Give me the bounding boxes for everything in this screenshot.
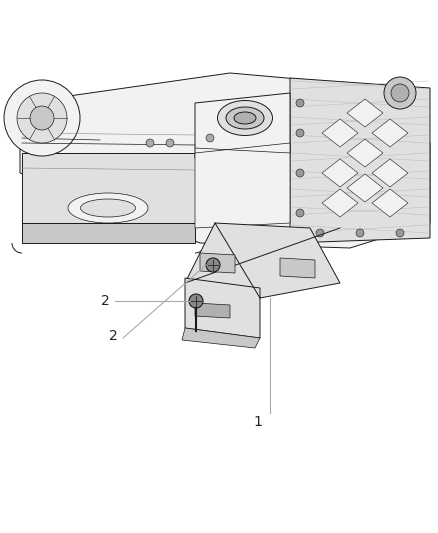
Polygon shape — [280, 258, 315, 278]
Polygon shape — [195, 303, 230, 318]
Ellipse shape — [234, 112, 256, 124]
Circle shape — [17, 93, 67, 143]
Ellipse shape — [81, 199, 135, 217]
Polygon shape — [200, 253, 235, 273]
Polygon shape — [22, 153, 195, 223]
Circle shape — [396, 229, 404, 237]
Circle shape — [206, 258, 220, 272]
Polygon shape — [347, 174, 383, 202]
Circle shape — [206, 134, 214, 142]
Ellipse shape — [218, 101, 272, 135]
Text: 2: 2 — [101, 294, 110, 308]
Circle shape — [189, 294, 203, 308]
Text: 2: 2 — [109, 329, 118, 343]
Ellipse shape — [68, 193, 148, 223]
Polygon shape — [182, 328, 260, 348]
Polygon shape — [372, 119, 408, 147]
Polygon shape — [185, 223, 340, 298]
Circle shape — [391, 84, 409, 102]
Text: 1: 1 — [253, 415, 262, 429]
Polygon shape — [290, 78, 430, 243]
Circle shape — [296, 209, 304, 217]
Circle shape — [296, 99, 304, 107]
Polygon shape — [347, 139, 383, 167]
Polygon shape — [372, 159, 408, 187]
Circle shape — [296, 169, 304, 177]
Circle shape — [356, 229, 364, 237]
Polygon shape — [185, 278, 260, 338]
Circle shape — [166, 139, 174, 147]
Polygon shape — [322, 189, 358, 217]
Circle shape — [384, 77, 416, 109]
Polygon shape — [322, 159, 358, 187]
Circle shape — [30, 106, 54, 130]
Polygon shape — [372, 189, 408, 217]
Polygon shape — [20, 73, 430, 248]
Circle shape — [146, 139, 154, 147]
Circle shape — [316, 229, 324, 237]
Polygon shape — [347, 99, 383, 127]
Polygon shape — [322, 119, 358, 147]
Polygon shape — [195, 93, 290, 158]
Polygon shape — [195, 143, 290, 228]
Circle shape — [4, 80, 80, 156]
Polygon shape — [22, 223, 195, 243]
Ellipse shape — [226, 107, 264, 129]
Circle shape — [296, 129, 304, 137]
